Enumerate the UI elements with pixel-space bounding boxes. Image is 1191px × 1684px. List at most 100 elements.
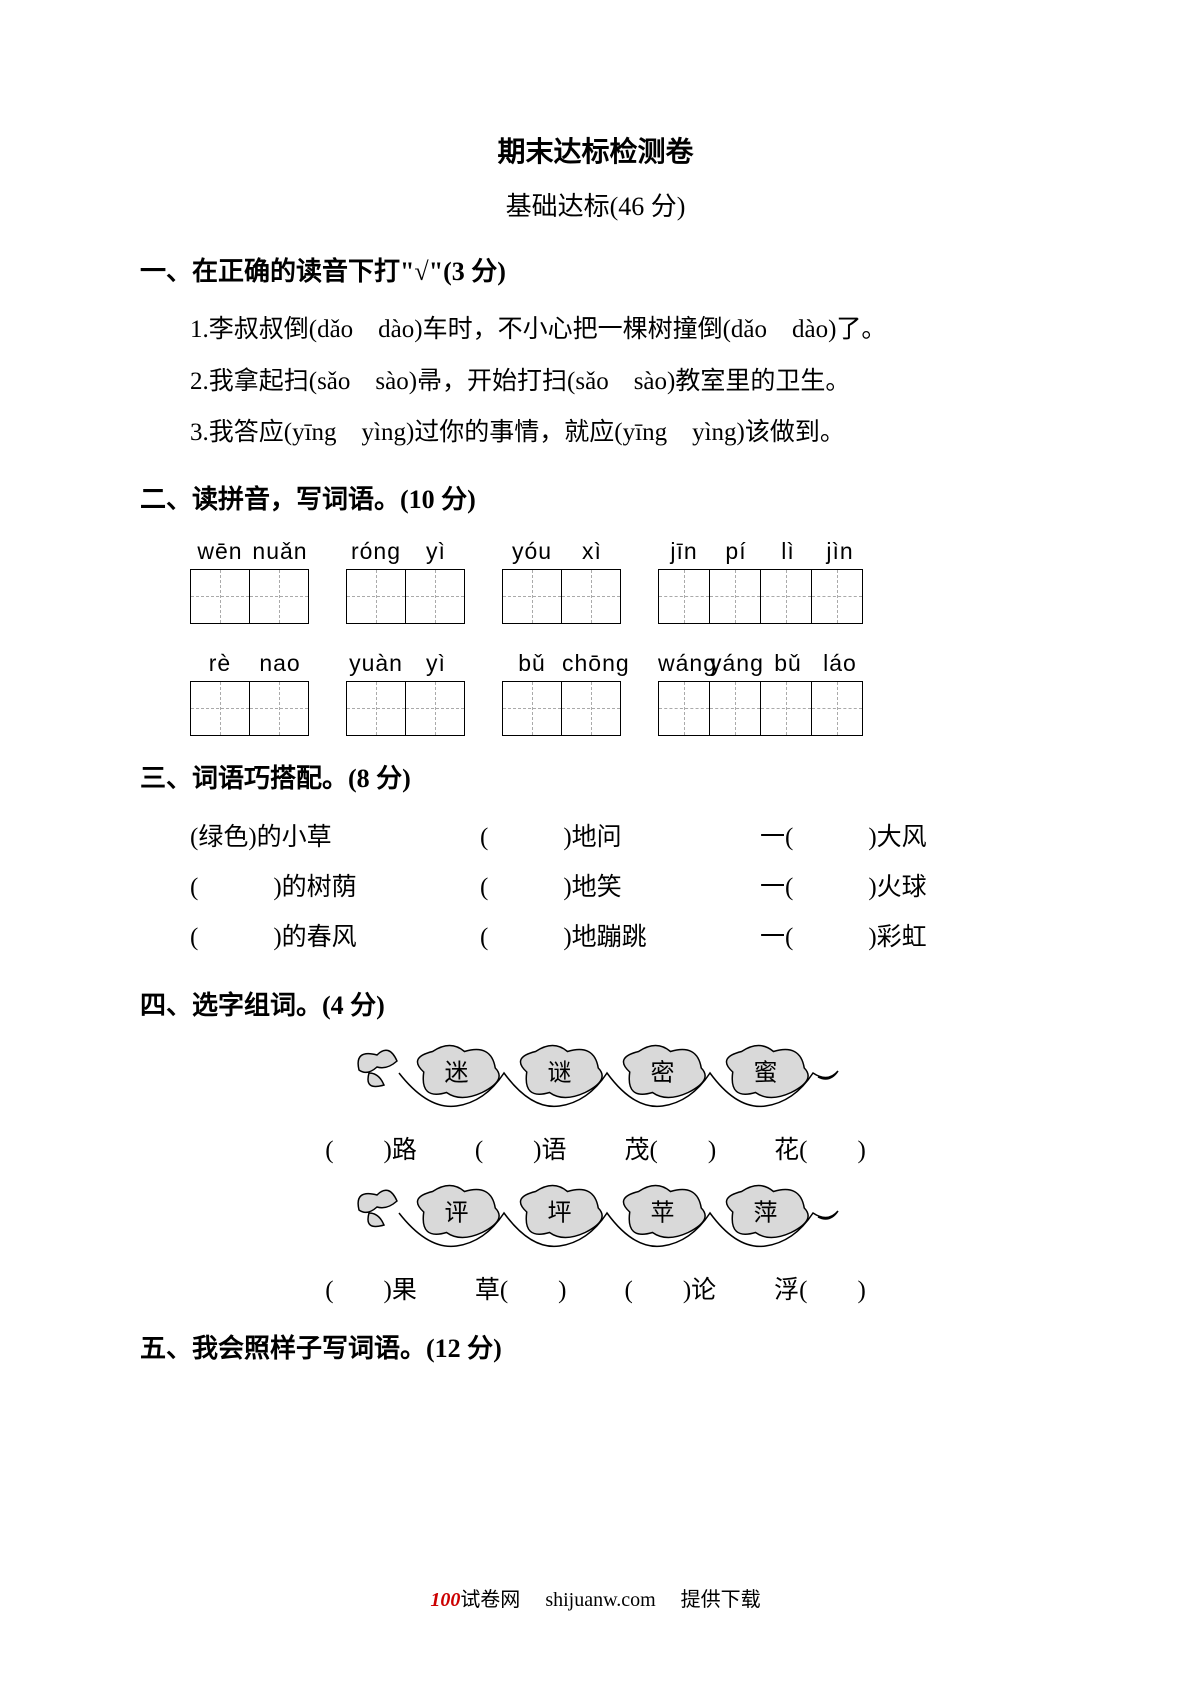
match-row: ( )的春风( )地蹦跳一( )彩虹 [140,913,1051,963]
char-box[interactable] [709,681,761,736]
fill-item: 草( ) [475,1270,567,1306]
match-cell: 一( )火球 [760,863,1040,913]
char-box[interactable] [346,569,406,624]
pinyin-syllable: wáng [658,650,710,677]
pinyin-label: róngyì [346,538,466,565]
char-box-row [502,681,622,736]
char-box-row [502,569,622,624]
pinyin-syllable: lì [762,538,814,565]
pinyin-syllable: bǔ [762,650,814,677]
char-box[interactable] [249,681,309,736]
pinyin-group: bǔchōng [502,650,622,736]
section-3-heading: 三、词语巧搭配。(8 分) [140,758,1051,795]
pinyin-label: wēnnuǎn [190,538,310,565]
pinyin-label: jīnpílìjìn [658,538,866,565]
exam-subtitle: 基础达标(46 分) [140,186,1051,223]
pinyin-syllable: rè [190,650,250,677]
match-cell: ( )地蹦跳 [480,913,760,963]
char-box[interactable] [405,569,465,624]
char-box-row [190,681,310,736]
fill-item: ( )果 [325,1270,417,1306]
char-banner-2: 评坪苹萍 [140,1180,1051,1260]
pinyin-syllable: xì [562,538,622,565]
exam-title: 期末达标检测卷 [140,130,1051,170]
match-cell: 一( )大风 [760,813,1040,863]
s4-row-2: ( )果草( )( )论浮( ) [140,1270,1051,1306]
char-box[interactable] [811,569,863,624]
char-box-row [190,569,310,624]
footer-url: shijuanw.com [545,1589,655,1611]
match-row: ( )的树荫( )地笑一( )火球 [140,863,1051,913]
fill-item: 茂( ) [625,1130,717,1166]
match-row: (绿色)的小草( )地问一( )大风 [140,813,1051,863]
pinyin-row-2: rènaoyuànyìbǔchōngwángyángbǔláo [140,650,1051,736]
char-banner-1: 迷谜密蜜 [140,1040,1051,1120]
match-cell: ( )地笑 [480,863,760,913]
pinyin-group: wēnnuǎn [190,538,310,624]
char-box-row [346,569,466,624]
char-box[interactable] [190,569,250,624]
pinyin-syllable: pí [710,538,762,565]
s1-q3: 3.我答应(yīng yìng)过你的事情，就应(yīng yìng)该做到。 [190,409,1051,457]
match-cell: ( )的春风 [190,913,480,963]
char-box[interactable] [405,681,465,736]
char-box[interactable] [811,681,863,736]
char-box[interactable] [760,681,812,736]
char-box[interactable] [760,569,812,624]
footer-tail: 提供下载 [681,1589,761,1611]
fill-item: ( )路 [325,1130,417,1166]
pinyin-row-1: wēnnuǎn róngyì yóuxì jīnpílìjìn [140,538,1051,624]
pinyin-syllable: wēn [190,538,250,565]
char-box-row [346,681,466,736]
section-5-heading: 五、我会照样子写词语。(12 分) [140,1328,1051,1365]
char-box[interactable] [502,681,562,736]
pinyin-syllable: chōng [562,650,622,677]
char-box[interactable] [561,569,621,624]
banner-char: 苹 [650,1199,674,1226]
page-footer: 100试卷网 shijuanw.com 提供下载 [0,1583,1191,1612]
fill-item: ( )语 [475,1130,567,1166]
pinyin-syllable: nuǎn [250,538,310,565]
char-box[interactable] [249,569,309,624]
char-box[interactable] [709,569,761,624]
pinyin-group: rènao [190,650,310,736]
fill-item: 花( ) [774,1130,866,1166]
banner-svg: 迷谜密蜜 [349,1040,843,1120]
char-box-row [658,681,866,736]
pinyin-group: wángyángbǔláo [658,650,866,736]
pinyin-syllable: nao [250,650,310,677]
s1-q2: 2.我拿起扫(sǎo sào)帚，开始打扫(sǎo sào)教室里的卫生。 [190,358,1051,406]
pinyin-group: yuànyì [346,650,466,736]
char-box[interactable] [190,681,250,736]
pinyin-syllable: yì [406,650,466,677]
char-box[interactable] [561,681,621,736]
section-2-heading: 二、读拼音，写词语。(10 分) [140,479,1051,516]
pinyin-syllable: róng [346,538,406,565]
pinyin-syllable: yáng [710,650,762,677]
fill-item: ( )论 [625,1270,717,1306]
banner-char: 密 [650,1059,674,1086]
match-cell: ( )的树荫 [190,863,480,913]
char-box[interactable] [502,569,562,624]
char-box[interactable] [658,681,710,736]
banner-char: 谜 [547,1059,571,1086]
pinyin-label: wángyángbǔláo [658,650,866,677]
char-box[interactable] [658,569,710,624]
pinyin-syllable: jīn [658,538,710,565]
s1-q1: 1.李叔叔倒(dǎo dào)车时，不小心把一棵树撞倒(dǎo dào)了。 [190,306,1051,354]
banner-char: 萍 [753,1199,777,1226]
banner-char: 评 [444,1200,468,1226]
footer-brand-text: 试卷网 [460,1589,520,1611]
banner-char: 迷 [444,1059,468,1086]
char-box[interactable] [346,681,406,736]
pinyin-syllable: yuàn [346,650,406,677]
pinyin-label: yóuxì [502,538,622,565]
section-1-heading: 一、在正确的读音下打"√"(3 分) [140,251,1051,288]
pinyin-group: jīnpílìjìn [658,538,866,624]
s4-row-1: ( )路 ( )语 茂( ) 花( ) [140,1130,1051,1166]
match-cell: ( )地问 [480,813,760,863]
pinyin-syllable: yì [406,538,466,565]
pinyin-syllable: bǔ [502,650,562,677]
pinyin-label: bǔchōng [502,650,622,677]
match-cell: (绿色)的小草 [190,813,480,863]
